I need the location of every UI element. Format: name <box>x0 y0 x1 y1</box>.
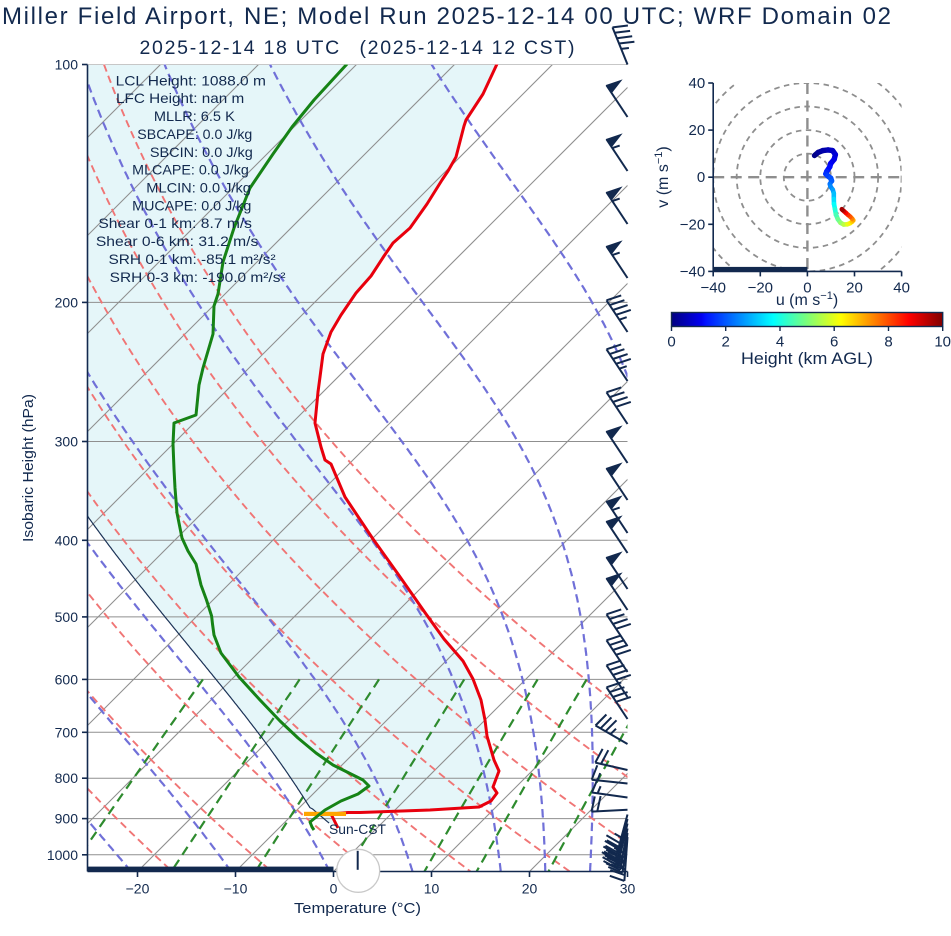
svg-text:SRH 0-3 km: -190.0 m²/s²: SRH 0-3 km: -190.0 m²/s² <box>110 269 286 285</box>
svg-text:SBCIN: 0.0 J/kg: SBCIN: 0.0 J/kg <box>150 144 253 160</box>
svg-text:0: 0 <box>803 279 811 296</box>
svg-text:Isobaric Height (hPa): Isobaric Height (hPa) <box>20 394 37 542</box>
svg-text:20: 20 <box>846 279 863 296</box>
svg-text:300: 300 <box>55 434 79 450</box>
svg-text:4: 4 <box>776 334 784 351</box>
svg-text:0: 0 <box>667 334 675 351</box>
svg-text:Sun-CST: Sun-CST <box>329 821 386 837</box>
svg-text:2: 2 <box>722 334 730 351</box>
svg-text:Temperature (°C): Temperature (°C) <box>294 900 421 917</box>
svg-text:6: 6 <box>830 334 838 351</box>
svg-text:500: 500 <box>55 609 79 625</box>
svg-text:Height (km AGL): Height (km AGL) <box>741 350 873 368</box>
svg-text:2025-12-14 18 UTC (2025-12-14: 2025-12-14 18 UTC (2025-12-14 12 CST) <box>140 37 575 59</box>
svg-text:40: 40 <box>689 75 706 92</box>
svg-text:−20: −20 <box>126 881 150 897</box>
svg-text:8: 8 <box>884 334 892 351</box>
svg-text:Shear 0-1 km: 8.7 m/s: Shear 0-1 km: 8.7 m/s <box>98 215 252 231</box>
svg-text:1000: 1000 <box>47 847 78 863</box>
svg-text:−20: −20 <box>748 279 773 296</box>
svg-text:MLLR: 6.5 K: MLLR: 6.5 K <box>154 108 236 124</box>
svg-text:30: 30 <box>620 881 636 897</box>
svg-text:SRH 0-1 km: -85.1 m²/s²: SRH 0-1 km: -85.1 m²/s² <box>109 251 276 267</box>
svg-text:40: 40 <box>893 279 910 296</box>
svg-text:10: 10 <box>424 881 440 897</box>
svg-text:100: 100 <box>55 57 79 73</box>
svg-text:−20: −20 <box>680 216 705 233</box>
svg-text:200: 200 <box>55 294 79 310</box>
svg-text:900: 900 <box>55 811 79 827</box>
svg-text:−40: −40 <box>680 263 705 280</box>
svg-text:MLCIN: 0.0 J/kg: MLCIN: 0.0 J/kg <box>146 180 251 196</box>
svg-text:SBCAPE: 0.0 J/kg: SBCAPE: 0.0 J/kg <box>137 126 252 142</box>
svg-text:0: 0 <box>330 881 338 897</box>
svg-text:0: 0 <box>697 169 705 186</box>
svg-text:−10: −10 <box>224 881 248 897</box>
svg-text:20: 20 <box>522 881 538 897</box>
svg-text:Shear 0-6 km: 31.2 m/s: Shear 0-6 km: 31.2 m/s <box>96 233 258 249</box>
svg-text:LCL Height: 1088.0 m: LCL Height: 1088.0 m <box>116 72 266 88</box>
svg-text:800: 800 <box>55 770 79 786</box>
svg-text:Miller Field Airport, NE; Mode: Miller Field Airport, NE; Model Run 2025… <box>2 3 891 30</box>
svg-text:MUCAPE: 0.0 J/kg: MUCAPE: 0.0 J/kg <box>132 197 251 213</box>
svg-text:−40: −40 <box>700 279 725 296</box>
svg-text:700: 700 <box>55 724 79 740</box>
svg-text:10: 10 <box>934 334 951 351</box>
svg-text:400: 400 <box>55 532 79 548</box>
svg-text:600: 600 <box>55 671 79 687</box>
svg-text:LFC Height: nan m: LFC Height: nan m <box>116 90 244 106</box>
svg-text:MLCAPE: 0.0 J/kg: MLCAPE: 0.0 J/kg <box>132 162 249 178</box>
svg-text:20: 20 <box>689 122 706 139</box>
